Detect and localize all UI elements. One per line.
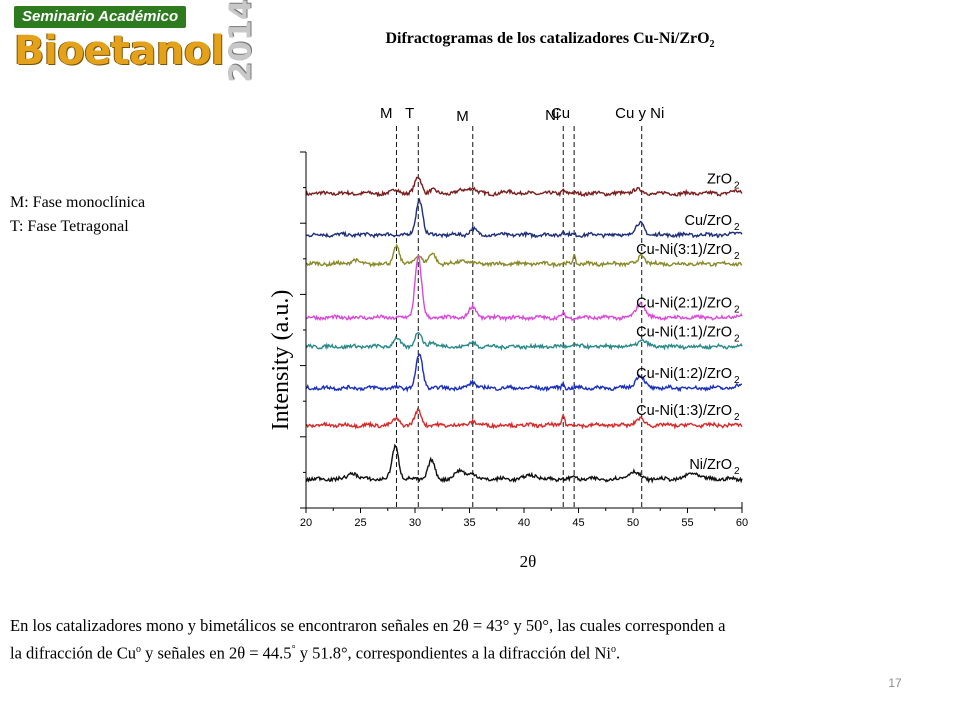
caption-line-2: la difracción de Cuo y señales en 2θ = 4… [10, 643, 621, 663]
series-label-sub-6: 2 [734, 412, 740, 423]
series-line-3 [305, 254, 743, 323]
reference-label-2: M [456, 108, 469, 125]
series-line-6 [305, 407, 743, 430]
x-tick-label-6: 50 [627, 517, 639, 529]
series-line-0 [305, 176, 743, 198]
series-label-7: Ni/ZrO [689, 457, 732, 473]
phase-note-monoclinic: M: Fase monoclínica [10, 194, 146, 211]
series-label-sub-0: 2 [734, 180, 740, 191]
x-tick-label-4: 40 [518, 517, 530, 529]
series-label-0: ZrO [707, 171, 732, 187]
reference-label-5: Cu y Ni [615, 105, 664, 122]
x-tick-label-3: 35 [463, 517, 475, 529]
series-line-2 [305, 243, 743, 269]
page-number: 17 [888, 676, 902, 690]
logo-word: Bioetanol [14, 28, 225, 74]
x-tick-label-2: 30 [409, 517, 421, 529]
series-label-sub-7: 2 [734, 466, 740, 477]
series-label-2: Cu-Ni(3:1)/ZrO [636, 242, 732, 258]
slide-title: Difractogramas de los catalizadores Cu-N… [385, 30, 715, 51]
y-axis-title: Intensity (a.u.) [268, 290, 294, 431]
x-tick-label-7: 55 [681, 517, 693, 529]
series-line-7 [305, 443, 743, 484]
x-axis-title: 2θ [520, 552, 537, 571]
series-line-1 [305, 197, 743, 240]
series-label-6: Cu-Ni(1:3)/ZrO [636, 403, 732, 419]
reference-label-4: Cu [551, 105, 570, 122]
caption-line-1: En los catalizadores mono y bimetálicos … [10, 616, 726, 635]
reference-label-0: M [380, 105, 393, 122]
x-tick-label-1: 25 [354, 517, 366, 529]
series-label-3: Cu-Ni(2:1)/ZrO [636, 296, 732, 312]
series-line-5 [305, 353, 743, 393]
logo-banner: Seminario Académico [14, 6, 187, 28]
series-label-sub-4: 2 [734, 334, 740, 345]
reference-label-1: T [405, 105, 414, 122]
x-tick-label-0: 20 [300, 517, 312, 529]
phase-note-tetragonal: T: Fase Tetragonal [10, 218, 129, 235]
series-label-sub-2: 2 [734, 251, 740, 262]
series-label-1: Cu/ZrO [684, 213, 732, 229]
series-label-5: Cu-Ni(1:2)/ZrO [636, 366, 732, 382]
x-tick-label-8: 60 [736, 517, 748, 529]
x-tick-label-5: 45 [572, 517, 584, 529]
caption: En los catalizadores mono y bimetálicos … [10, 614, 954, 666]
reference-label-3: Ni [545, 107, 559, 124]
series-label-sub-5: 2 [734, 375, 740, 386]
bioetanol-logo: Seminario Académico Bioetanol 2014 [8, 0, 259, 83]
series-label-sub-1: 2 [734, 222, 740, 233]
series-line-4 [305, 331, 743, 352]
series-label-4: Cu-Ni(1:1)/ZrO [636, 325, 732, 341]
series-label-sub-3: 2 [734, 305, 740, 316]
